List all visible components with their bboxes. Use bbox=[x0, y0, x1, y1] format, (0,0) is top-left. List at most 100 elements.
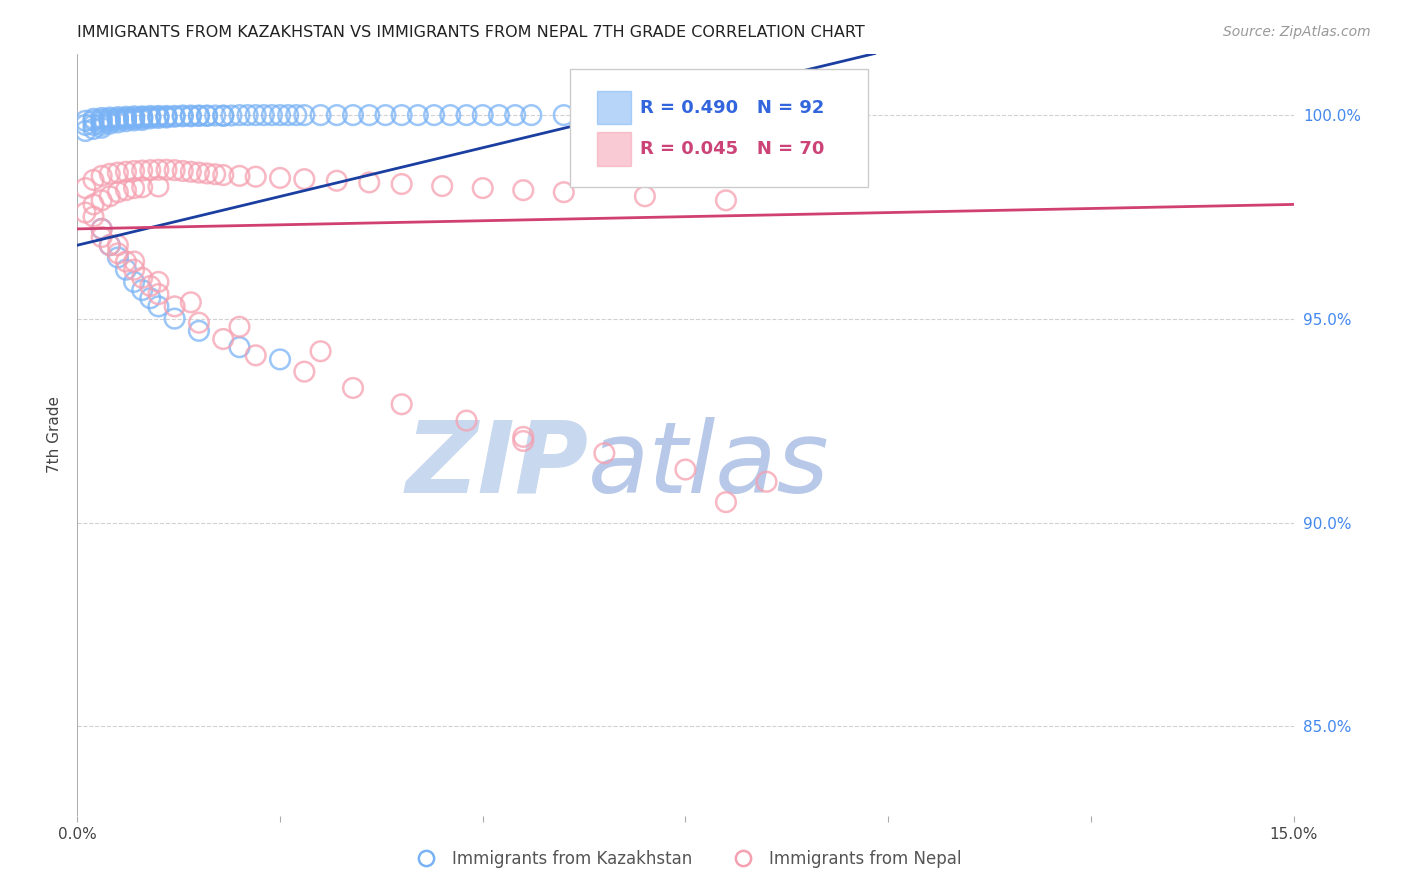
Point bbox=[188, 108, 211, 122]
Point bbox=[122, 111, 145, 125]
Point bbox=[163, 109, 186, 123]
Point bbox=[553, 108, 575, 122]
Point bbox=[553, 185, 575, 199]
Point bbox=[269, 352, 291, 367]
FancyBboxPatch shape bbox=[596, 91, 631, 125]
Point bbox=[260, 108, 283, 122]
Point bbox=[285, 108, 308, 122]
Point bbox=[83, 113, 105, 128]
Point bbox=[253, 108, 276, 122]
Point bbox=[172, 108, 194, 122]
Point bbox=[204, 167, 226, 181]
Point bbox=[195, 109, 218, 123]
Point bbox=[83, 197, 105, 211]
Point bbox=[245, 108, 267, 122]
Point bbox=[107, 166, 129, 180]
Point bbox=[326, 108, 349, 122]
Point bbox=[90, 112, 112, 127]
Point bbox=[90, 118, 112, 132]
Point bbox=[212, 108, 235, 122]
Point bbox=[139, 110, 162, 124]
Point bbox=[148, 110, 170, 124]
Point bbox=[155, 162, 177, 177]
Point bbox=[98, 114, 121, 128]
Point bbox=[374, 108, 396, 122]
Point bbox=[107, 115, 129, 129]
Point bbox=[139, 112, 162, 126]
Point bbox=[90, 222, 112, 236]
Point bbox=[471, 108, 494, 122]
Point bbox=[107, 113, 129, 128]
Point bbox=[139, 291, 162, 305]
Point bbox=[131, 163, 153, 178]
Point bbox=[292, 365, 315, 379]
Point bbox=[148, 109, 170, 123]
Point bbox=[163, 299, 186, 313]
Point bbox=[172, 109, 194, 123]
Text: R = 0.045   N = 70: R = 0.045 N = 70 bbox=[640, 140, 825, 158]
Point bbox=[593, 446, 616, 460]
Point bbox=[98, 238, 121, 252]
FancyBboxPatch shape bbox=[569, 69, 868, 187]
Point bbox=[131, 112, 153, 126]
Point bbox=[107, 110, 129, 124]
Point bbox=[75, 118, 97, 132]
Point bbox=[155, 109, 177, 123]
Point bbox=[585, 108, 607, 122]
Point bbox=[342, 381, 364, 395]
Point bbox=[98, 117, 121, 131]
Point bbox=[83, 122, 105, 136]
Point bbox=[122, 275, 145, 289]
Point bbox=[188, 109, 211, 123]
Point bbox=[163, 110, 186, 124]
Point bbox=[115, 165, 138, 179]
Point bbox=[90, 120, 112, 135]
Point bbox=[155, 110, 177, 124]
Point bbox=[180, 109, 202, 123]
Point bbox=[163, 311, 186, 326]
Text: ZIP: ZIP bbox=[405, 417, 588, 514]
Point bbox=[456, 108, 478, 122]
Point bbox=[131, 283, 153, 297]
Point bbox=[309, 344, 332, 359]
Point bbox=[755, 475, 778, 489]
Text: atlas: atlas bbox=[588, 417, 830, 514]
Point bbox=[98, 189, 121, 203]
Point bbox=[212, 332, 235, 346]
Point bbox=[98, 111, 121, 125]
Point bbox=[107, 246, 129, 260]
Point bbox=[195, 108, 218, 122]
Point bbox=[391, 108, 413, 122]
Point bbox=[83, 112, 105, 126]
Point bbox=[456, 413, 478, 427]
Point bbox=[90, 115, 112, 129]
Point bbox=[172, 164, 194, 178]
Point bbox=[155, 111, 177, 125]
Point bbox=[107, 112, 129, 126]
Point bbox=[122, 109, 145, 123]
Point bbox=[391, 397, 413, 411]
Point bbox=[292, 108, 315, 122]
Point bbox=[212, 168, 235, 182]
Point bbox=[148, 275, 170, 289]
FancyBboxPatch shape bbox=[596, 132, 631, 166]
Point bbox=[359, 175, 381, 189]
Point bbox=[122, 181, 145, 195]
Point bbox=[228, 340, 250, 354]
Point bbox=[714, 495, 737, 509]
Point bbox=[204, 108, 226, 122]
Legend: Immigrants from Kazakhstan, Immigrants from Nepal: Immigrants from Kazakhstan, Immigrants f… bbox=[402, 844, 969, 875]
Point bbox=[115, 262, 138, 277]
Point bbox=[245, 169, 267, 184]
Point bbox=[245, 348, 267, 362]
Point bbox=[342, 108, 364, 122]
Point bbox=[228, 319, 250, 334]
Point bbox=[520, 108, 543, 122]
Point bbox=[503, 108, 526, 122]
Point bbox=[163, 163, 186, 178]
Point bbox=[131, 109, 153, 123]
Point bbox=[634, 189, 657, 203]
Point bbox=[131, 113, 153, 128]
Point bbox=[139, 109, 162, 123]
Point bbox=[131, 110, 153, 124]
